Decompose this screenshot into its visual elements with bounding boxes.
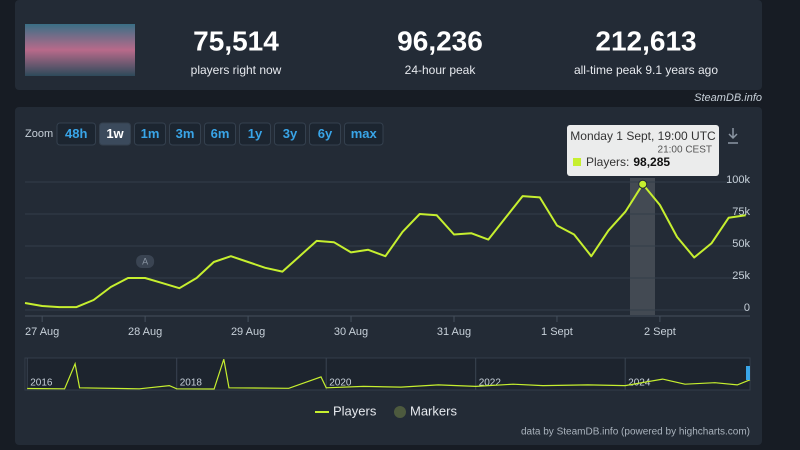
zoom-button[interactable] bbox=[309, 122, 341, 146]
legend-label[interactable]: Markers bbox=[410, 403, 457, 418]
zoom-button[interactable] bbox=[99, 122, 131, 146]
zoom-button-label[interactable]: 6m bbox=[211, 126, 230, 141]
x-tick-label: 31 Aug bbox=[437, 326, 471, 338]
stat-label: 24-hour peak bbox=[405, 63, 477, 77]
download-icon[interactable] bbox=[728, 128, 738, 144]
tooltip-swatch bbox=[573, 158, 581, 166]
tooltip-title: Monday 1 Sept, 19:00 UTC bbox=[570, 129, 716, 143]
navigator-tick-label: 2022 bbox=[479, 378, 502, 389]
navigator-tick-label: 2016 bbox=[30, 378, 53, 389]
legend-marker-icon bbox=[394, 406, 406, 418]
hover-point bbox=[638, 179, 648, 189]
marker[interactable] bbox=[136, 255, 155, 268]
zoom-button[interactable] bbox=[169, 122, 201, 146]
tooltip-label: Players: bbox=[586, 155, 629, 169]
tooltip-subtitle: 21:00 CEST bbox=[658, 145, 712, 156]
y-tick-label: 75k bbox=[732, 206, 750, 218]
zoom-button-label[interactable]: 3m bbox=[176, 126, 195, 141]
game-thumbnail bbox=[25, 24, 135, 76]
zoom-button-label[interactable]: 3y bbox=[283, 126, 298, 141]
x-tick-label: 28 Aug bbox=[128, 326, 162, 338]
legend-label[interactable]: Players bbox=[333, 403, 377, 418]
zoom-button-label[interactable]: 1w bbox=[106, 126, 124, 141]
y-tick-label: 50k bbox=[732, 238, 750, 250]
stat-value: 75,514 bbox=[193, 25, 279, 56]
zoom-button[interactable] bbox=[239, 122, 271, 146]
zoom-button[interactable] bbox=[134, 122, 166, 146]
navigator-line bbox=[27, 359, 751, 390]
tooltip bbox=[567, 125, 719, 176]
y-tick-label: 25k bbox=[732, 270, 750, 282]
navigator-tick-label: 2020 bbox=[329, 378, 352, 389]
stats-panel bbox=[15, 0, 762, 90]
zoom-button-label[interactable]: 1m bbox=[141, 126, 160, 141]
zoom-button[interactable] bbox=[344, 122, 384, 146]
navigator-tick-label: 2018 bbox=[180, 378, 203, 389]
players-line bbox=[24, 183, 746, 309]
y-tick-label: 100k bbox=[726, 174, 750, 186]
stat-label: players right now bbox=[191, 63, 282, 77]
tooltip-value: 98,285 bbox=[633, 155, 670, 169]
brand: SteamDB.info bbox=[694, 92, 762, 104]
x-tick-label: 30 Aug bbox=[334, 326, 368, 338]
zoom-label: Zoom bbox=[25, 128, 53, 140]
x-tick-label: 2 Sept bbox=[644, 326, 676, 338]
zoom-button-label[interactable]: 6y bbox=[318, 126, 333, 141]
stat-value: 212,613 bbox=[595, 25, 696, 56]
x-tick-label: 29 Aug bbox=[231, 326, 265, 338]
y-tick-label: 0 bbox=[744, 302, 750, 314]
zoom-button[interactable] bbox=[56, 122, 96, 146]
zoom-button[interactable] bbox=[204, 122, 236, 146]
zoom-button-label[interactable]: 48h bbox=[65, 126, 87, 141]
navigator-handle[interactable] bbox=[746, 366, 750, 380]
zoom-button[interactable] bbox=[274, 122, 306, 146]
x-tick-label: 27 Aug bbox=[25, 326, 59, 338]
zoom-button-label[interactable]: 1y bbox=[248, 126, 263, 141]
x-tick-label: 1 Sept bbox=[541, 326, 573, 338]
credit: data by SteamDB.info (powered by highcha… bbox=[521, 427, 750, 438]
stat-value: 96,236 bbox=[397, 25, 483, 56]
zoom-button-label[interactable]: max bbox=[351, 126, 378, 141]
stat-label: all-time peak 9.1 years ago bbox=[574, 63, 718, 77]
marker-label: A bbox=[142, 256, 148, 266]
